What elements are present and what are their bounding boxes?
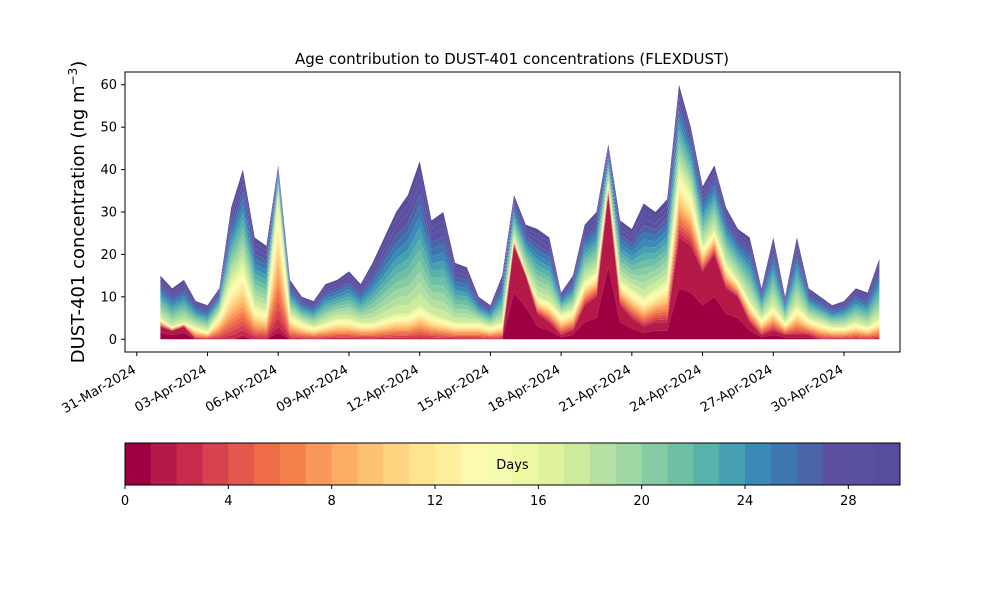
colorbar-tick-label: 16 xyxy=(530,494,547,509)
colorbar-segment-28 xyxy=(848,443,875,485)
colorbar-tick-label: 4 xyxy=(224,494,232,509)
colorbar-segment-12 xyxy=(435,443,462,485)
colorbar-segment-16 xyxy=(538,443,565,485)
y-axis-label-exponent: −3 xyxy=(66,68,80,86)
colorbar-segment-26 xyxy=(796,443,823,485)
age-layer-19 xyxy=(160,150,880,327)
colorbar-segment-6 xyxy=(280,443,307,485)
colorbar-segment-4 xyxy=(228,443,255,485)
colorbar-frame xyxy=(124,442,901,486)
colorbar-segment-7 xyxy=(305,443,333,485)
y-tick-label: 10 xyxy=(100,290,117,305)
colorbar-segment-14 xyxy=(486,443,513,485)
colorbar-label: Days xyxy=(496,458,529,473)
age-layer-24 xyxy=(160,117,880,318)
colorbar-segment-27 xyxy=(822,443,849,485)
y-axis-label: DUST-401 concentration (ng m−3) xyxy=(66,61,89,364)
stacked-age-layers xyxy=(160,84,880,340)
age-layer-14 xyxy=(160,178,880,333)
age-layer-22 xyxy=(160,130,880,321)
colorbar-segment-25 xyxy=(770,443,798,485)
y-tick-label: 20 xyxy=(100,248,117,263)
age-layer-25 xyxy=(160,110,880,316)
colorbar-segment-1 xyxy=(150,443,178,485)
y-tick-label: 40 xyxy=(100,163,117,178)
age-layer-29 xyxy=(160,84,880,308)
colorbar-segment-17 xyxy=(564,443,591,485)
colorbar-segment-11 xyxy=(409,443,436,485)
chart-title: Age contribution to DUST-401 concentrati… xyxy=(295,50,729,68)
age-layer-1 xyxy=(160,195,880,340)
colorbar-segment-13 xyxy=(460,443,488,485)
age-layer-26 xyxy=(160,104,880,314)
colorbar-tick-label: 24 xyxy=(737,494,754,509)
colorbar-segment-5 xyxy=(254,443,281,485)
colorbar-segment-3 xyxy=(202,443,229,485)
colorbar-segment-19 xyxy=(615,443,643,485)
colorbar-segment-21 xyxy=(667,443,694,485)
colorbar-segment-0 xyxy=(125,443,152,485)
colorbar: Days 0 4 8 12 16 20 24 28 xyxy=(121,442,901,509)
age-layer-23 xyxy=(160,123,880,320)
age-layer-0 xyxy=(160,267,880,340)
colorbar-segment-10 xyxy=(383,443,410,485)
colorbar-segment-18 xyxy=(590,443,617,485)
age-layer-21 xyxy=(160,136,880,323)
y-axis-label-close: ) xyxy=(68,61,89,68)
colorbar-tick-label: 12 xyxy=(427,494,444,509)
colorbar-segment-15 xyxy=(512,443,539,485)
colorbar-segment-23 xyxy=(719,443,746,485)
y-tick-label: 50 xyxy=(100,121,117,136)
y-tick-label: 0 xyxy=(109,333,117,348)
colorbar-segment-2 xyxy=(176,443,203,485)
colorbar-tick-label: 0 xyxy=(121,494,129,509)
age-layer-27 xyxy=(160,97,880,312)
colorbar-segment-9 xyxy=(357,443,384,485)
colorbar-tick-label: 8 xyxy=(328,494,336,509)
colorbar-segment-29 xyxy=(874,443,901,485)
age-layer-5 xyxy=(160,191,880,338)
colorbar-tick-label: 20 xyxy=(633,494,650,509)
y-tick-label: 30 xyxy=(100,206,117,221)
age-layer-6 xyxy=(160,190,880,337)
age-layer-28 xyxy=(160,91,880,310)
y-axis-label-base: DUST-401 concentration (ng m xyxy=(68,85,89,363)
age-layer-20 xyxy=(160,143,880,325)
colorbar-segment-24 xyxy=(745,443,772,485)
y-tick-label: 60 xyxy=(100,78,117,93)
colorbar-segment-8 xyxy=(331,443,358,485)
colorbar-tick-label: 28 xyxy=(840,494,857,509)
colorbar-segment-20 xyxy=(641,443,668,485)
colorbar-segment-22 xyxy=(693,443,720,485)
